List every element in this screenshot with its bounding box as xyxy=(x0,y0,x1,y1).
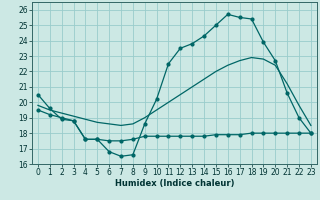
X-axis label: Humidex (Indice chaleur): Humidex (Indice chaleur) xyxy=(115,179,234,188)
